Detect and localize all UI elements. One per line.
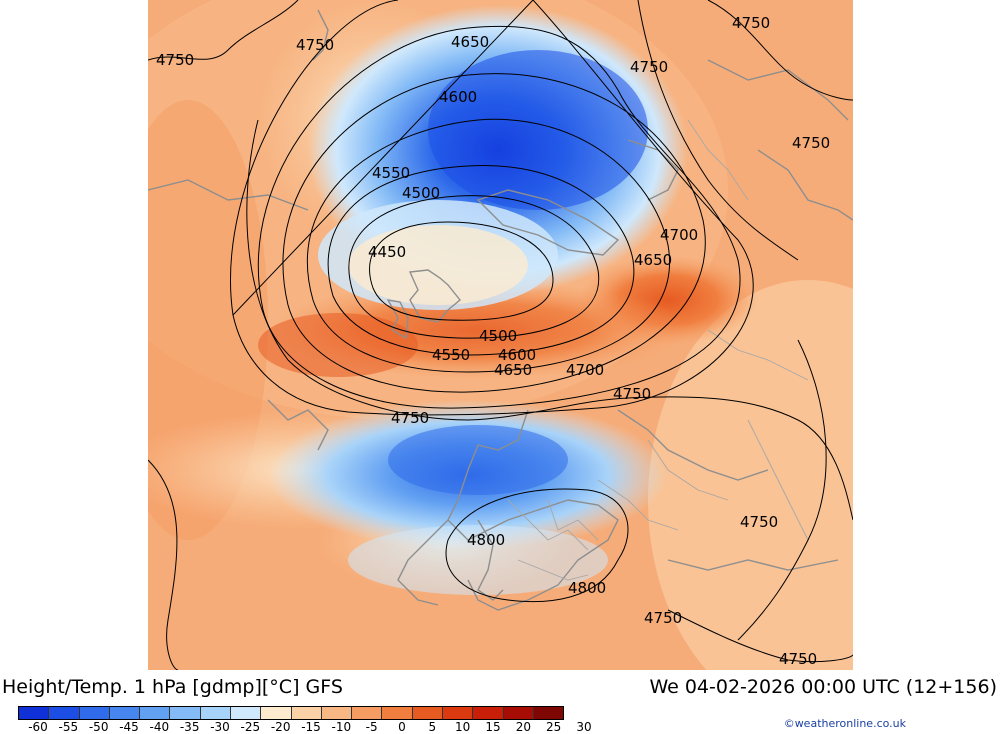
legend-tick-label: 0 xyxy=(398,720,406,734)
legend-swatch xyxy=(140,707,171,719)
contour-label: 4750 xyxy=(391,409,429,427)
legend-tick-label: -55 xyxy=(58,720,79,734)
contour-label: 4750 xyxy=(296,36,334,54)
legend-tick-label: -5 xyxy=(365,720,378,734)
contour-labels: 4650 4600 4550 4500 4450 4700 4650 4500 … xyxy=(156,14,830,668)
contour-label: 4750 xyxy=(779,650,817,668)
contour-label: 4650 xyxy=(451,33,489,51)
legend-swatch xyxy=(291,707,322,719)
legend-tick-labels: -60 -55 -50 -45 -40 -35 -30 -25 -20 -15 -10 -5 0 5 10 1… xyxy=(18,720,591,734)
legend-swatch xyxy=(230,707,262,719)
contour-label: 4550 xyxy=(372,164,410,182)
credit-link[interactable]: ©weatheronline.co.uk xyxy=(783,717,906,730)
legend-swatch xyxy=(79,707,110,719)
contour-label: 4750 xyxy=(156,51,194,69)
valid-time: We 04-02-2026 00:00 UTC (12+156) xyxy=(649,676,997,698)
legend-tick-label: -15 xyxy=(301,720,321,734)
contour-label: 4750 xyxy=(732,14,770,32)
legend-swatch xyxy=(49,707,80,719)
contour-label: 4700 xyxy=(660,226,698,244)
contour-label: 4750 xyxy=(792,134,830,152)
legend-tick-label: 20 xyxy=(515,720,531,734)
legend-swatch xyxy=(261,707,292,719)
legend-tick-label: 10 xyxy=(455,720,471,734)
legend-swatch xyxy=(533,707,564,719)
contour-label: 4550 xyxy=(432,346,470,364)
contour-label: 4700 xyxy=(566,361,604,379)
contour-label: 4750 xyxy=(630,58,668,76)
legend-tick-label: -10 xyxy=(331,720,352,734)
legend-tick-label: -40 xyxy=(149,720,170,734)
color-legend xyxy=(18,706,564,720)
legend-swatch xyxy=(503,707,534,719)
contour-label: 4650 xyxy=(494,361,532,379)
legend-swatch xyxy=(321,707,353,719)
contour-label: 4750 xyxy=(644,609,682,627)
map-panel: 4650 4600 4550 4500 4450 4700 4650 4500 … xyxy=(148,0,853,670)
legend-swatch xyxy=(382,707,413,719)
legend-tick-label: -45 xyxy=(119,720,139,734)
legend-tick-label: -50 xyxy=(88,720,109,734)
contour-label: 4750 xyxy=(740,513,778,531)
contour-label: 4600 xyxy=(498,346,536,364)
contour-label: 4500 xyxy=(402,184,440,202)
height-temperature-map: 4650 4600 4550 4500 4450 4700 4650 4500 … xyxy=(148,0,853,670)
legend-tick-label: -60 xyxy=(28,720,48,734)
legend-swatch xyxy=(442,707,474,719)
legend-tick-label: 15 xyxy=(485,720,501,734)
country-borders xyxy=(507,119,809,581)
legend-swatch xyxy=(109,707,141,719)
contour-label: 4650 xyxy=(634,251,672,269)
legend-swatch xyxy=(473,707,504,719)
height-contours xyxy=(148,0,853,670)
legend-tick-label: -20 xyxy=(270,720,291,734)
legend-tick-label: 30 xyxy=(576,720,592,734)
legend-tick-label: 25 xyxy=(546,720,562,734)
legend-swatch xyxy=(352,707,383,719)
legend-swatch xyxy=(170,707,201,719)
legend-tick-label: -25 xyxy=(240,720,261,734)
legend-swatch xyxy=(200,707,231,719)
contour-label: 4800 xyxy=(467,531,505,549)
contour-label: 4800 xyxy=(568,579,606,597)
legend-tick-label: -35 xyxy=(179,720,200,734)
contour-label: 4450 xyxy=(368,243,406,261)
legend-swatch xyxy=(412,707,443,719)
legend-tick-label: 5 xyxy=(428,720,437,734)
legend-swatch xyxy=(19,707,50,719)
contour-label: 4600 xyxy=(439,88,477,106)
coastlines xyxy=(148,9,853,611)
legend-tick-label: -30 xyxy=(210,720,230,734)
contour-label: 4500 xyxy=(479,327,517,345)
map-title: Height/Temp. 1 hPa [gdmp][°C] GFS xyxy=(2,676,343,698)
contour-label: 4750 xyxy=(613,385,651,403)
